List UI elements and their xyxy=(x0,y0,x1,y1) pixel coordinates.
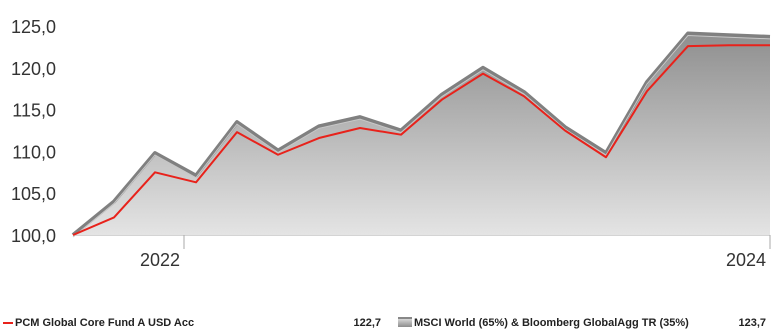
series-layer xyxy=(71,31,771,238)
y-axis: 100,0 105,0 110,0 115,0 120,0 125,0 xyxy=(11,17,56,246)
legend-value-fund: 122,7 xyxy=(353,317,381,329)
fund-line xyxy=(72,44,770,236)
legend-label-fund: PCM Global Core Fund A USD Acc xyxy=(15,317,195,329)
legend-value-benchmark: 123,7 xyxy=(738,317,766,329)
y-tick-label: 100,0 xyxy=(11,226,56,246)
benchmark-line xyxy=(71,31,771,237)
y-tick-label: 115,0 xyxy=(12,101,56,121)
y-tick-label: 110,0 xyxy=(12,142,56,162)
legend: PCM Global Core Fund A USD Acc 122,7 MSC… xyxy=(0,316,773,334)
benchmark-line-highlight xyxy=(72,35,771,238)
y-tick-label: 105,0 xyxy=(11,184,56,204)
legend-swatch-benchmark xyxy=(398,317,412,327)
legend-label-benchmark: MSCI World (65%) & Bloomberg GlobalAgg T… xyxy=(414,317,689,329)
y-tick-label: 125,0 xyxy=(11,17,56,37)
benchmark-area xyxy=(73,33,770,235)
x-tick-label: 2024 xyxy=(726,250,766,270)
chart-plot: 100,0 105,0 110,0 115,0 120,0 125,0 2022 2024 xyxy=(11,17,771,270)
x-tick-label: 2022 xyxy=(140,250,180,270)
y-tick-label: 120,0 xyxy=(11,59,56,79)
legend-swatch-fund xyxy=(3,322,13,324)
x-axis: 2022 2024 xyxy=(73,234,771,270)
